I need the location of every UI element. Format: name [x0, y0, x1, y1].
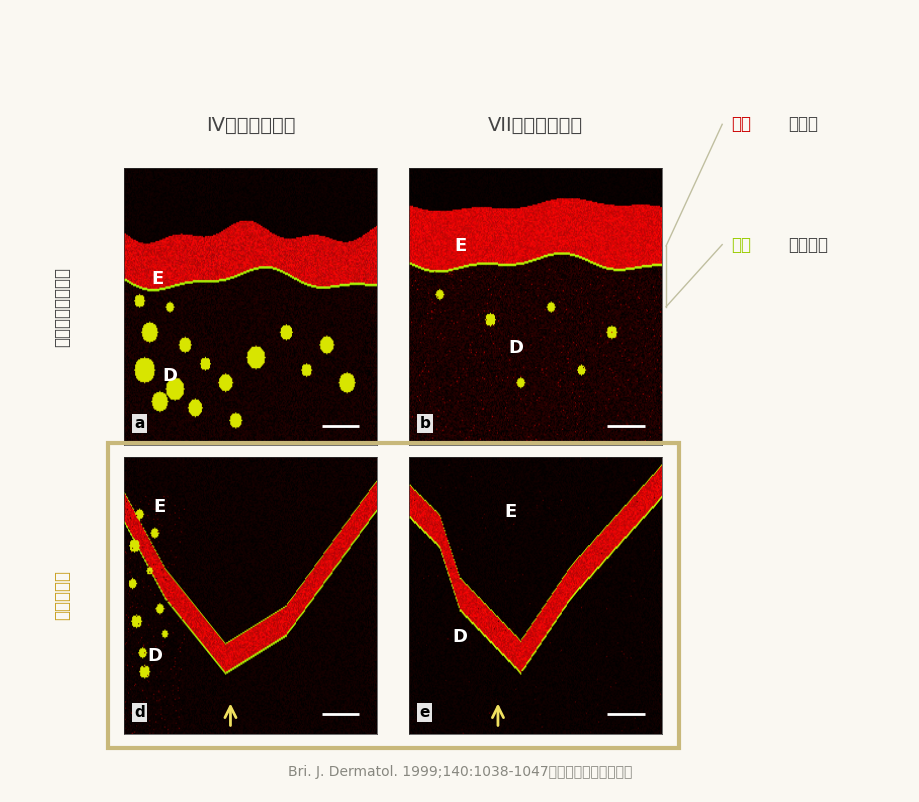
Text: ：表皮: ：表皮	[788, 115, 818, 133]
Text: D: D	[507, 339, 523, 357]
Text: d: d	[134, 705, 145, 720]
Text: ：基底膜: ：基底膜	[788, 236, 827, 253]
Text: e: e	[419, 705, 429, 720]
Text: Bri. J. Dermatol. 1999;140:1038-1047より引用（一部改変）: Bri. J. Dermatol. 1999;140:1038-1047より引用…	[288, 764, 631, 779]
Text: 赤色: 赤色	[731, 115, 751, 133]
Text: 黄緑: 黄緑	[731, 236, 751, 253]
Text: シワの部分: シワの部分	[53, 570, 72, 621]
Text: E: E	[504, 504, 516, 521]
Text: E: E	[453, 237, 466, 255]
Text: VII型コラーゲン: VII型コラーゲン	[488, 115, 583, 135]
Text: D: D	[162, 367, 177, 385]
Text: b: b	[419, 416, 430, 431]
Text: IV型コラーゲン: IV型コラーゲン	[206, 115, 295, 135]
Text: D: D	[147, 647, 162, 666]
Text: D: D	[452, 628, 467, 646]
Text: E: E	[153, 498, 165, 516]
Text: a: a	[134, 416, 144, 431]
Text: E: E	[151, 270, 163, 288]
Text: シワの少ない部分: シワの少ない部分	[53, 267, 72, 346]
